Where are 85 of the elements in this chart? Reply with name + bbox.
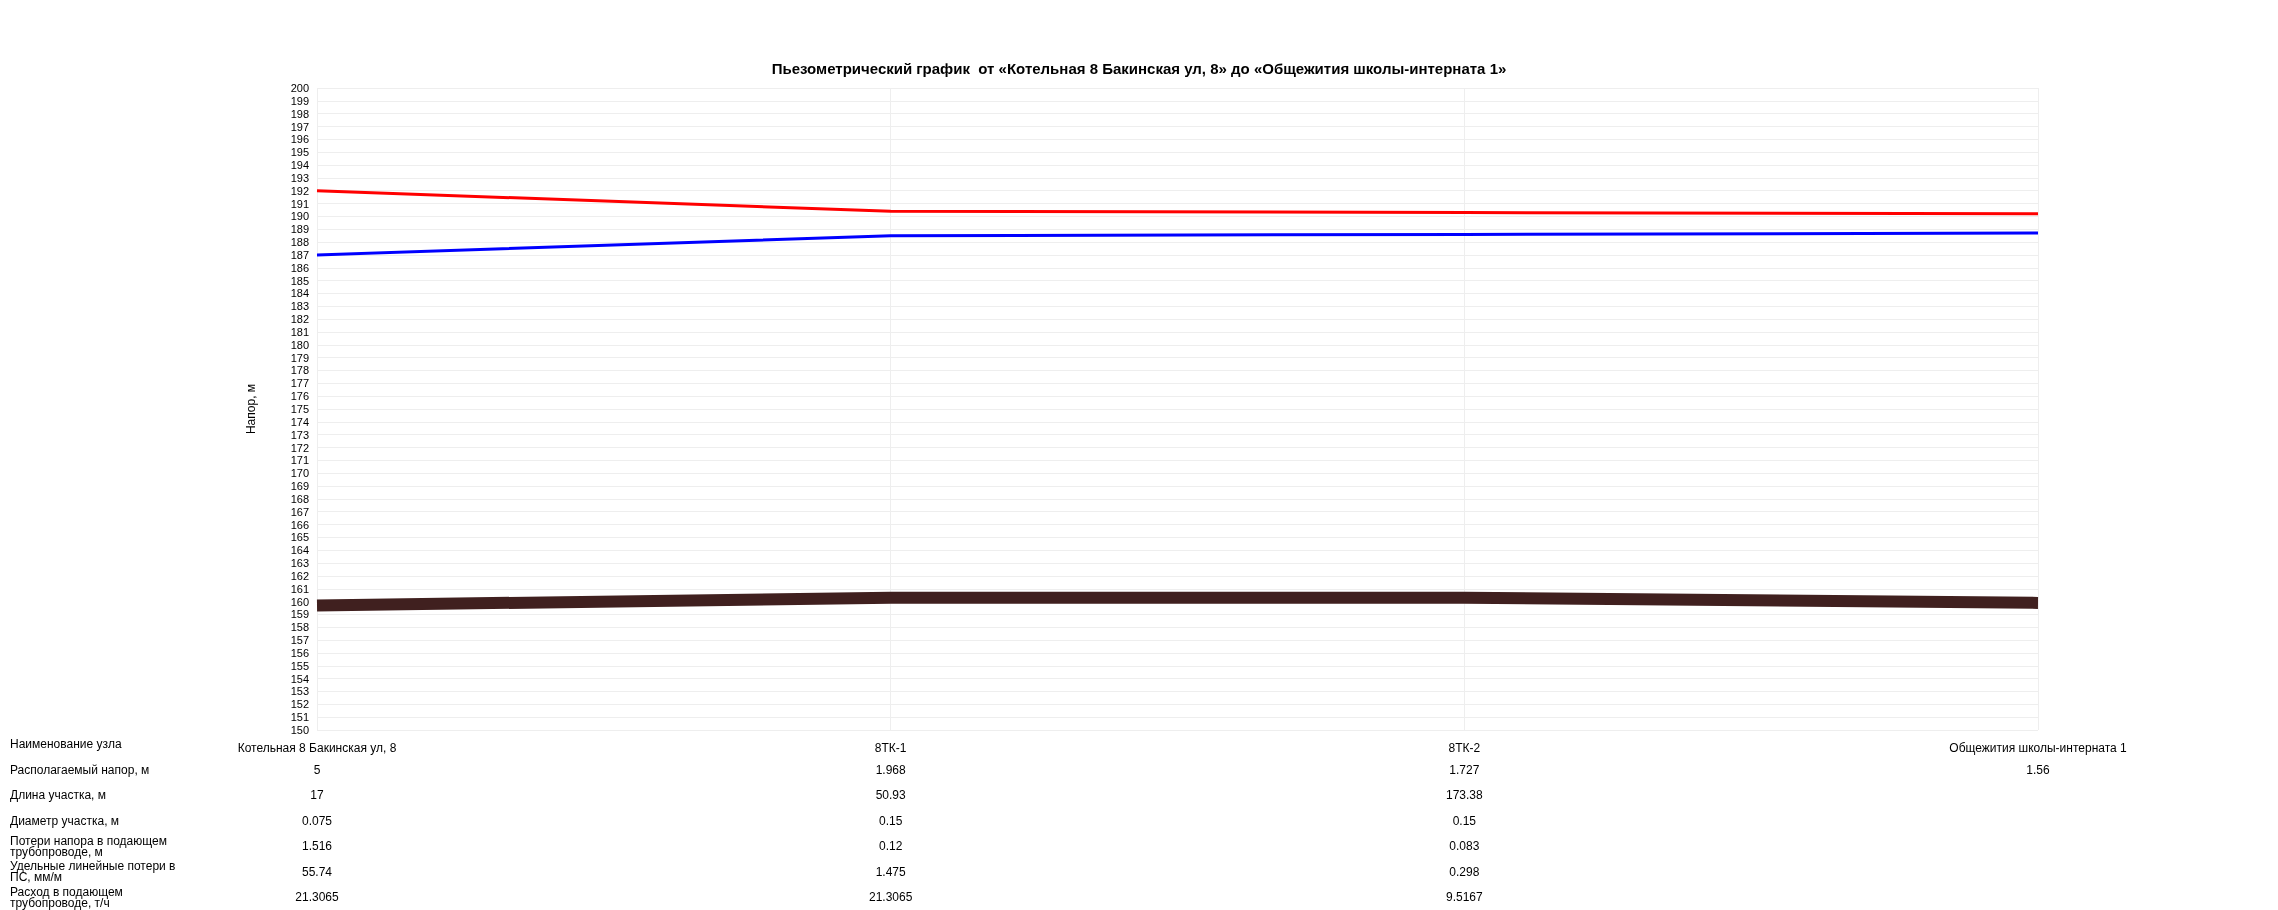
y-tick-label: 175 bbox=[290, 403, 309, 415]
y-tick-label: 197 bbox=[290, 120, 309, 133]
y-tick-label: 162 bbox=[290, 569, 309, 582]
y-tick-label: 152 bbox=[290, 698, 309, 711]
y-tick-label: 151 bbox=[290, 711, 309, 724]
x-tick-label: 8ТК-1 bbox=[874, 741, 907, 755]
y-tick-label: 170 bbox=[290, 467, 309, 480]
text: 0.083 bbox=[1449, 839, 1480, 853]
text: 21.3065 bbox=[868, 890, 913, 904]
text: 0.15 bbox=[878, 813, 903, 828]
y-axis-title: Напор, м bbox=[244, 383, 258, 435]
text: Расход в подающем трубопроводе, т/ч bbox=[10, 884, 123, 910]
y-tick-label: 180 bbox=[290, 338, 309, 351]
y-tick-label: 190 bbox=[290, 210, 309, 223]
text: 50.93 bbox=[875, 788, 907, 802]
y-tick-label: 176 bbox=[290, 390, 309, 403]
text: Располагаемый напор, м bbox=[10, 762, 150, 777]
y-tick-label: 182 bbox=[290, 313, 309, 326]
y-tick-label: 178 bbox=[290, 364, 309, 377]
y-tick-label: 181 bbox=[290, 325, 309, 338]
y-tick-label: 157 bbox=[290, 634, 309, 647]
y-tick-label: 192 bbox=[290, 184, 309, 197]
text: 173.38 bbox=[1445, 788, 1484, 802]
y-tick-label: 153 bbox=[290, 685, 309, 698]
y-tick-label: 158 bbox=[290, 621, 309, 634]
text: 1.968 bbox=[875, 762, 907, 777]
text: Наименование узла bbox=[10, 737, 122, 751]
text: 1.516 bbox=[301, 839, 333, 853]
y-tick-label: 164 bbox=[290, 544, 309, 557]
text: 0.12 bbox=[878, 839, 903, 853]
text: 21.3065 bbox=[295, 890, 340, 904]
y-tick-label: 168 bbox=[290, 492, 309, 505]
y-tick-label: 177 bbox=[290, 377, 309, 390]
text: Потери напора в подающем трубопроводе, м bbox=[10, 833, 167, 859]
y-tick-label: 191 bbox=[290, 197, 309, 210]
text: 0.15 bbox=[1452, 813, 1477, 828]
y-tick-label: 165 bbox=[290, 531, 309, 544]
y-tick-label: 173 bbox=[290, 428, 309, 441]
y-tick-label: 169 bbox=[290, 480, 309, 493]
y-tick-label: 160 bbox=[290, 595, 309, 608]
y-tick-label: 159 bbox=[290, 608, 309, 621]
y-tick-label: 188 bbox=[290, 236, 309, 249]
text: 55.74 bbox=[301, 864, 333, 879]
y-tick-label: 183 bbox=[290, 300, 309, 313]
chart-title: Пьезометрический график от «Котельная 8 Бакинская ул, 8» до «Общежития школы-интерната 1» bbox=[771, 60, 1507, 77]
text: Диаметр участка, м bbox=[10, 813, 120, 828]
y-tick-label: 185 bbox=[290, 274, 309, 287]
x-tick-label: Котельная 8 Бакинская ул, 8 bbox=[237, 741, 397, 755]
text: 1.56 bbox=[2026, 762, 2050, 777]
text: 9.5167 bbox=[1445, 890, 1484, 904]
text: 5 bbox=[313, 762, 321, 777]
y-tick-label: 167 bbox=[290, 505, 309, 518]
line-series bbox=[315, 231, 2040, 257]
line-series bbox=[315, 189, 2040, 216]
text: Длина участка, м bbox=[10, 788, 106, 802]
y-tick-label: 200 bbox=[290, 82, 309, 94]
y-tick-label: 161 bbox=[290, 582, 309, 595]
y-tick-label: 172 bbox=[290, 441, 309, 454]
y-tick-label: 195 bbox=[290, 146, 309, 159]
y-tick-label: 171 bbox=[290, 454, 309, 467]
y-tick-label: 156 bbox=[290, 646, 309, 659]
y-tick-label: 194 bbox=[290, 159, 309, 172]
x-tick-label: Общежития школы-интерната 1 bbox=[1949, 741, 2128, 755]
y-tick-label: 166 bbox=[290, 518, 309, 531]
text: 1.475 bbox=[875, 864, 907, 879]
text: 0.298 bbox=[1449, 864, 1480, 879]
text: 0.075 bbox=[301, 813, 333, 828]
y-tick-label: 198 bbox=[290, 107, 309, 120]
y-tick-label: 154 bbox=[290, 672, 309, 685]
y-tick-label: 155 bbox=[290, 659, 309, 672]
y-tick-label: 174 bbox=[290, 415, 309, 428]
y-tick-label: 179 bbox=[290, 351, 309, 364]
y-tick-label: 184 bbox=[290, 287, 309, 300]
text: 17 bbox=[310, 788, 324, 802]
x-tick-label: 8ТК-2 bbox=[1448, 741, 1481, 755]
y-tick-label: 199 bbox=[290, 94, 309, 107]
y-tick-label: 189 bbox=[290, 223, 309, 236]
y-tick-label: 186 bbox=[290, 261, 309, 274]
text: 1.727 bbox=[1449, 762, 1480, 777]
y-tick-label: 150 bbox=[290, 724, 309, 736]
y-tick-label: 187 bbox=[290, 248, 309, 261]
y-tick-label: 163 bbox=[290, 557, 309, 570]
y-tick-label: 193 bbox=[290, 171, 309, 184]
y-tick-label: 196 bbox=[290, 133, 309, 146]
text: Удельные линейные потери в ПС, мм/м bbox=[10, 859, 176, 884]
